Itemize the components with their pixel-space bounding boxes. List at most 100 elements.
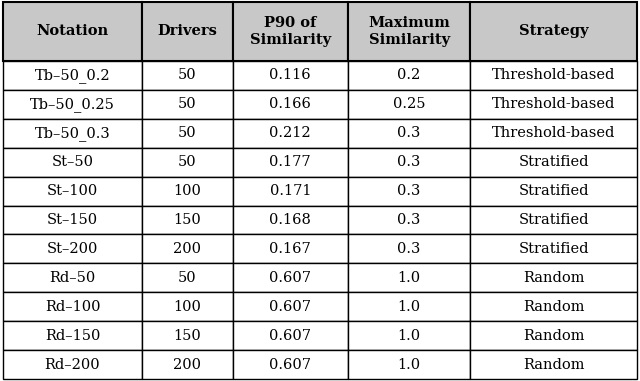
Text: Random: Random [523, 329, 584, 343]
Bar [142, 234, 233, 263]
Bar [3, 263, 142, 292]
Bar [470, 61, 637, 90]
Bar [3, 292, 142, 321]
Bar [142, 321, 233, 350]
Bar [470, 2, 637, 61]
Bar [233, 321, 348, 350]
Text: 0.171: 0.171 [269, 184, 311, 198]
Bar [348, 350, 470, 379]
Text: St–200: St–200 [47, 242, 98, 256]
Bar [142, 206, 233, 234]
Bar [233, 292, 348, 321]
Text: Random: Random [523, 300, 584, 314]
Text: Random: Random [523, 271, 584, 285]
Text: 1.0: 1.0 [397, 358, 420, 371]
Text: Tb–50_0.25: Tb–50_0.25 [30, 97, 115, 112]
Text: Tb–50_0.3: Tb–50_0.3 [35, 126, 110, 141]
Bar [233, 234, 348, 263]
Bar [470, 234, 637, 263]
Text: 0.3: 0.3 [397, 242, 420, 256]
Text: 200: 200 [173, 358, 202, 371]
Text: 0.607: 0.607 [269, 271, 311, 285]
Bar [142, 292, 233, 321]
Bar [142, 61, 233, 90]
Text: 0.607: 0.607 [269, 358, 311, 371]
Text: 50: 50 [178, 155, 196, 169]
Text: 0.607: 0.607 [269, 329, 311, 343]
Bar [3, 61, 142, 90]
Bar [470, 148, 637, 177]
Bar [233, 177, 348, 206]
Bar [470, 119, 637, 148]
Text: 200: 200 [173, 242, 202, 256]
Bar [233, 119, 348, 148]
Text: Rd–50: Rd–50 [49, 271, 95, 285]
Text: 50: 50 [178, 97, 196, 111]
Text: Tb–50_0.2: Tb–50_0.2 [35, 68, 110, 83]
Bar [3, 177, 142, 206]
Bar [233, 350, 348, 379]
Text: 0.167: 0.167 [269, 242, 311, 256]
Bar [3, 234, 142, 263]
Text: 0.3: 0.3 [397, 213, 420, 227]
Bar [3, 119, 142, 148]
Text: Stratified: Stratified [518, 184, 589, 198]
Bar [3, 321, 142, 350]
Text: 1.0: 1.0 [397, 300, 420, 314]
Text: Threshold-based: Threshold-based [492, 97, 615, 111]
Bar [348, 119, 470, 148]
Bar [142, 177, 233, 206]
Text: St–150: St–150 [47, 213, 98, 227]
Bar [142, 119, 233, 148]
Text: Stratified: Stratified [518, 242, 589, 256]
Bar [348, 263, 470, 292]
Text: Threshold-based: Threshold-based [492, 126, 615, 140]
Bar [470, 206, 637, 234]
Bar [142, 90, 233, 119]
Bar [348, 61, 470, 90]
Text: 0.212: 0.212 [269, 126, 311, 140]
Text: 0.25: 0.25 [393, 97, 426, 111]
Bar [142, 148, 233, 177]
Bar [233, 2, 348, 61]
Text: 0.168: 0.168 [269, 213, 311, 227]
Bar [233, 148, 348, 177]
Bar [348, 2, 470, 61]
Text: 50: 50 [178, 69, 196, 82]
Text: Strategy: Strategy [519, 24, 588, 38]
Text: Drivers: Drivers [157, 24, 217, 38]
Text: 100: 100 [173, 184, 201, 198]
Bar [348, 177, 470, 206]
Bar [470, 350, 637, 379]
Bar [348, 90, 470, 119]
Text: 0.3: 0.3 [397, 126, 420, 140]
Bar [348, 206, 470, 234]
Text: 0.3: 0.3 [397, 155, 420, 169]
Bar [233, 263, 348, 292]
Bar [348, 148, 470, 177]
Bar [233, 61, 348, 90]
Text: St–50: St–50 [51, 155, 93, 169]
Bar [348, 234, 470, 263]
Text: 0.166: 0.166 [269, 97, 311, 111]
Text: 150: 150 [173, 329, 201, 343]
Bar [470, 321, 637, 350]
Bar [3, 206, 142, 234]
Bar [470, 263, 637, 292]
Text: 150: 150 [173, 213, 201, 227]
Text: Threshold-based: Threshold-based [492, 69, 615, 82]
Bar [142, 263, 233, 292]
Text: Notation: Notation [36, 24, 109, 38]
Text: Rd–150: Rd–150 [45, 329, 100, 343]
Text: 0.2: 0.2 [397, 69, 420, 82]
Bar [233, 206, 348, 234]
Text: 1.0: 1.0 [397, 329, 420, 343]
Bar [348, 321, 470, 350]
Text: Rd–200: Rd–200 [45, 358, 100, 371]
Text: 0.607: 0.607 [269, 300, 311, 314]
Text: Stratified: Stratified [518, 213, 589, 227]
Text: Stratified: Stratified [518, 155, 589, 169]
Bar [470, 292, 637, 321]
Text: Rd–100: Rd–100 [45, 300, 100, 314]
Bar [470, 90, 637, 119]
